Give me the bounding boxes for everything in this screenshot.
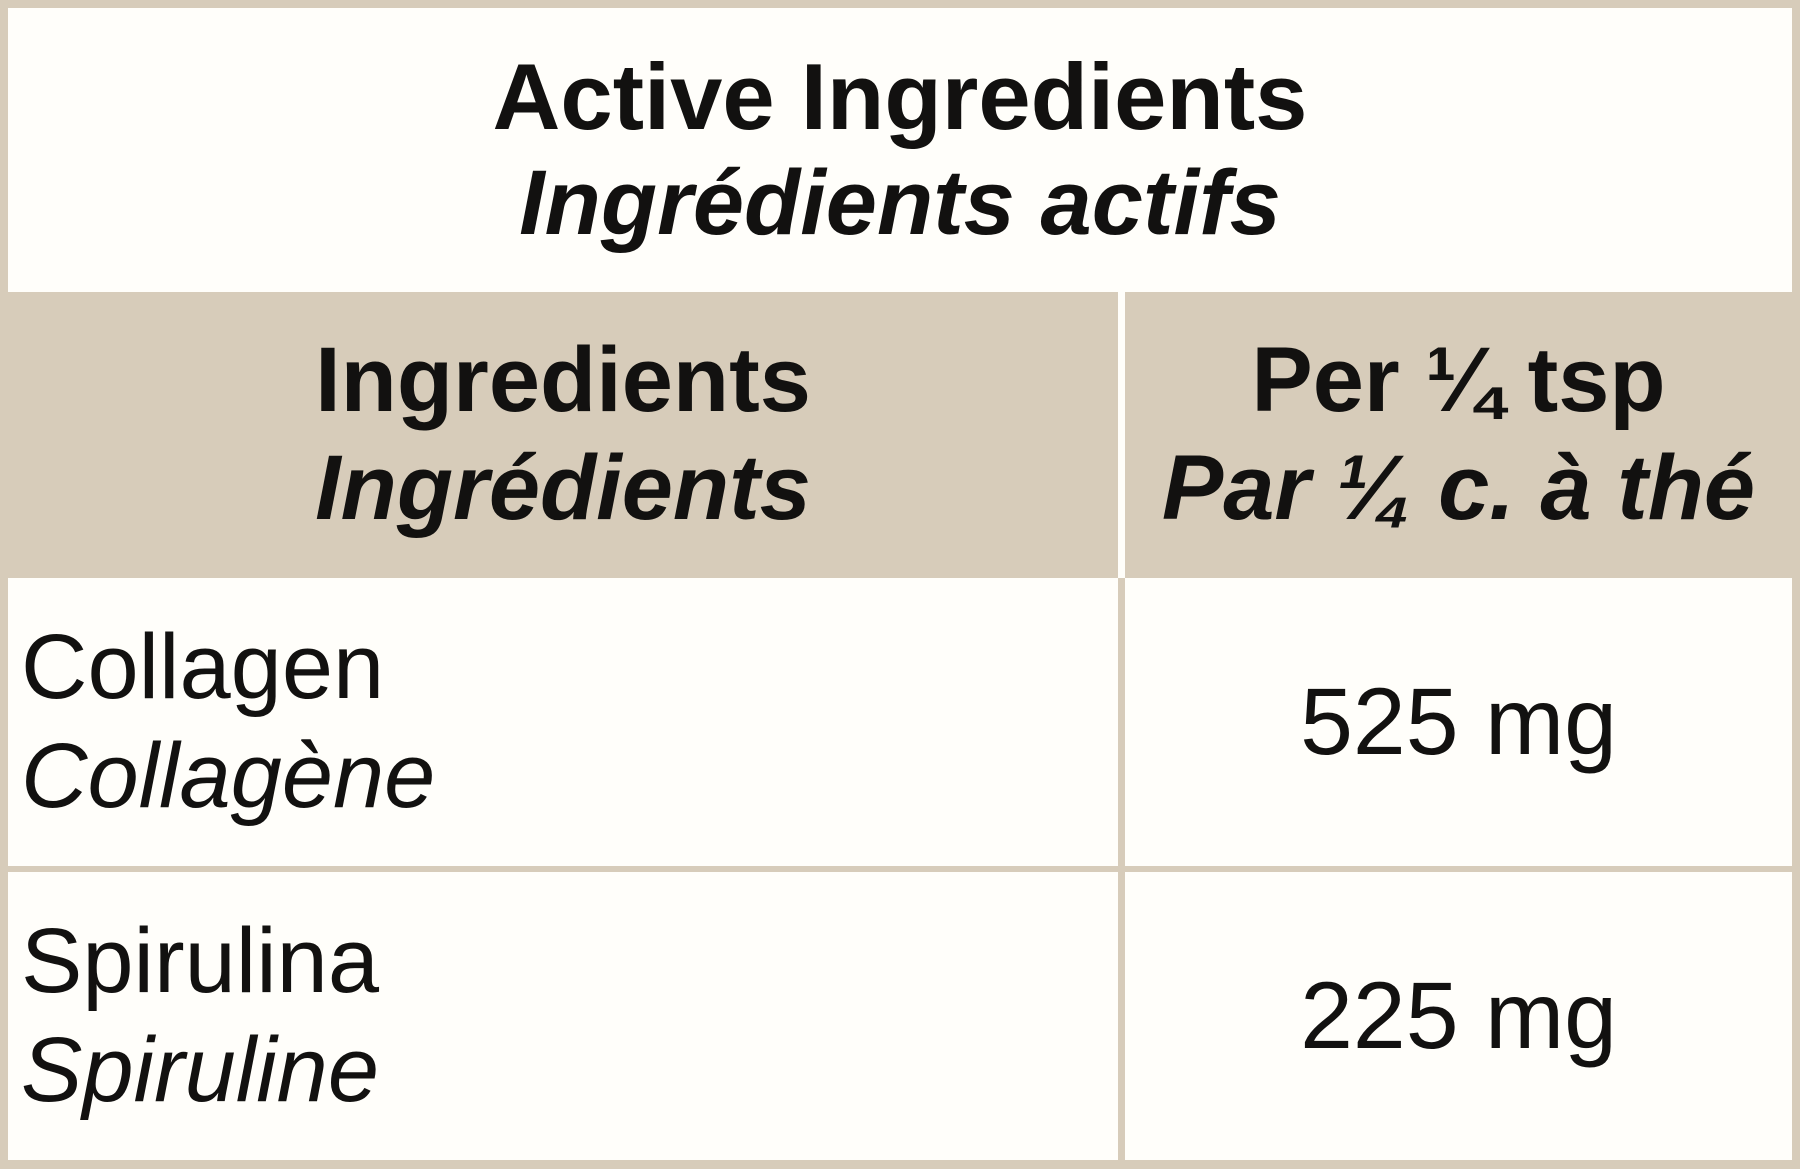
title-block: Active Ingredients Ingrédients actifs [8, 8, 1792, 292]
table-row-collagen: Collagen Collagène 525 mg [8, 578, 1792, 866]
body-column-divider [1118, 578, 1125, 866]
header-ingredients-english: Ingredients [315, 329, 811, 432]
ingredient-amount: 225 mg [1300, 962, 1617, 1069]
header-per-serving-french: Par ¼ c. à thé [1161, 437, 1756, 539]
ingredient-name-french: Collagène [21, 725, 436, 827]
body-column-divider [1118, 872, 1125, 1160]
header-ingredients-french: Ingrédients [315, 437, 811, 539]
table-body: Collagen Collagène 525 mg Spirulina Spir… [8, 578, 1792, 1160]
title-french: Ingrédients actifs [519, 152, 1281, 255]
header-column-divider [1118, 292, 1125, 578]
table-row-spirulina: Spirulina Spiruline 225 mg [8, 872, 1792, 1160]
ingredient-name-cell: Collagen Collagène [8, 578, 1118, 866]
ingredient-name-french: Spiruline [21, 1019, 379, 1121]
row-divider [8, 866, 1792, 872]
ingredient-amount: 525 mg [1300, 668, 1617, 775]
ingredient-name-english: Spirulina [21, 910, 379, 1013]
ingredient-name-english: Collagen [21, 616, 385, 719]
title-english: Active Ingredients [492, 44, 1308, 150]
header-per-serving-english: Per ¼ tsp [1251, 329, 1666, 432]
header-per-serving-cell: Per ¼ tsp Par ¼ c. à thé [1125, 292, 1792, 578]
ingredient-name-cell: Spirulina Spiruline [8, 872, 1118, 1160]
table-header-row: Ingredients Ingrédients Per ¼ tsp Par ¼ … [8, 292, 1792, 578]
header-ingredients-cell: Ingredients Ingrédients [8, 292, 1118, 578]
